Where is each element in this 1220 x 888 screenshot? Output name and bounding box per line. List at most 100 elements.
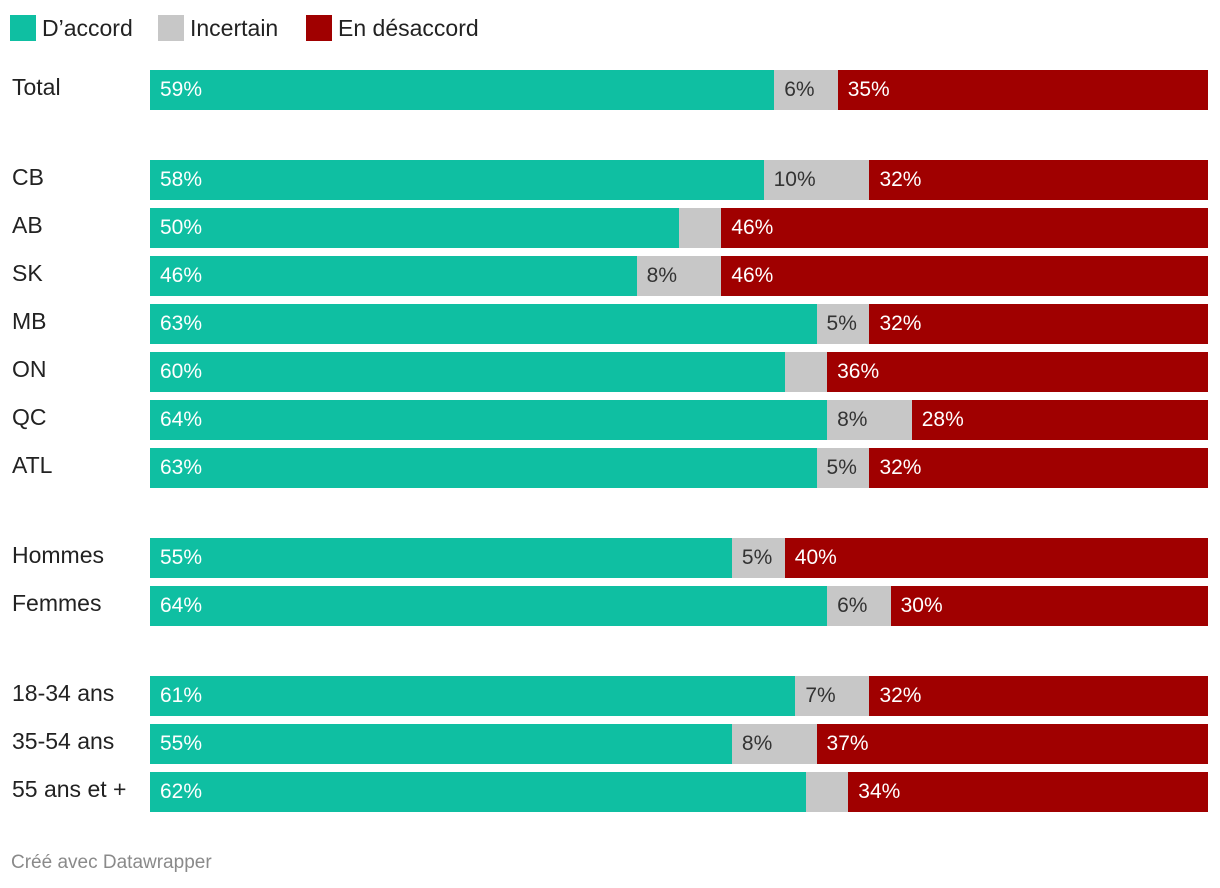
segment-label: 64% [160,594,203,617]
bar-segment [150,400,828,440]
row-label: 55 ans et + [12,776,127,802]
segment-label: 10% [773,168,816,191]
segment-label: 62% [160,780,203,803]
bar-segment [150,538,732,578]
legend-item: En désaccord [306,14,479,42]
footer-credit: Créé avec Datawrapper [11,852,212,873]
bar-segment [763,160,870,200]
segment-label: 36% [837,360,880,383]
bar-segment [827,400,912,440]
segment-label: 63% [160,456,203,479]
segment-label: 32% [879,456,922,479]
legend-item: Incertain [158,14,278,42]
bar-segment [679,208,722,248]
bar-row: 61% 7% 32% [150,676,1208,716]
bar-segment [150,352,785,392]
bar-segment [721,208,1208,248]
bar-segment [911,400,1208,440]
segment-label: 30% [900,594,943,617]
row-label: ATL [12,452,53,478]
bar-segment [150,724,732,764]
segment-label: 46% [160,264,203,287]
segment-label: 6% [837,594,868,617]
segment-label: 32% [879,312,922,335]
bar-segment [774,70,838,110]
segment-label: 5% [826,456,857,479]
legend-swatch [158,15,184,41]
segment-label: 55% [160,732,203,755]
segment-label: 5% [826,312,857,335]
bar-row: 64% 6% 30% [150,586,1208,626]
segment-label: 34% [858,780,901,803]
segment-label: 28% [921,408,964,431]
bar-segment [890,586,1208,626]
segment-label: 5% [741,546,773,569]
legend-item: D’accord [10,14,133,42]
bar-row: 58% 10% 32% [150,160,1208,200]
segment-label: 58% [160,168,203,191]
bar-segment [731,538,785,578]
segment-label: 32% [879,684,922,707]
legend-swatch [306,15,332,41]
bar-segment [869,160,1208,200]
bar-segment [869,304,1208,344]
row-label: Hommes [12,542,105,568]
segment-label: 64% [160,408,203,431]
row-label: Femmes [12,590,102,616]
bar-segment [721,256,1208,296]
row-label: SK [12,260,43,286]
segment-label: 63% [160,312,203,335]
bar-segment [731,724,817,764]
row-label: MB [12,308,47,334]
segment-label: 40% [794,546,837,569]
row-label: AB [12,212,43,238]
segment-label: 37% [826,732,869,755]
bar-segment [869,448,1208,488]
legend-label: Incertain [190,14,279,41]
bar-segment [150,586,828,626]
segment-label: 8% [741,732,773,755]
row-label: CB [12,164,44,190]
bar-segment [784,538,1208,578]
row-label: QC [12,404,47,430]
legend-label: En désaccord [338,14,479,41]
row-label: Total [12,74,61,100]
bar-row: 59% 6% 35% [150,70,1208,110]
legend-swatch [10,15,36,41]
bar-segment [784,352,828,392]
bar-segment [636,256,722,296]
bar-row: 55% 5% 40% [150,538,1208,578]
segment-label: 7% [805,684,836,707]
row-label: 35-54 ans [12,728,115,754]
segment-label: 55% [160,546,203,569]
bar-segment [150,70,775,110]
bar-segment [150,676,796,716]
bar-row: 50% 46% [150,208,1208,248]
bar-segment [816,448,870,488]
bar-row: 63% 5% 32% [150,448,1208,488]
bar-segment [848,772,1208,812]
bar-segment [827,586,891,626]
bar-row: 64% 8% 28% [150,400,1208,440]
bar-row: 60% 36% [150,352,1208,392]
bar-segment [837,70,1208,110]
bar-row: 62% 34% [150,772,1208,812]
row-label: 18-34 ans [12,680,115,706]
bar-segment [150,448,817,488]
segment-label: 8% [837,408,868,431]
legend-label: D’accord [42,14,133,41]
segment-label: 50% [160,216,203,239]
segment-label: 46% [731,264,774,287]
bar-segment [816,724,1208,764]
segment-label: 8% [646,264,678,287]
bar-segment [150,160,764,200]
bar-segment [795,676,870,716]
segment-label: 35% [847,78,890,101]
bar-segment [150,304,817,344]
segment-label: 60% [160,360,203,383]
segment-label: 61% [160,684,203,707]
row-label: ON [12,356,47,382]
bar-segment [827,352,1208,392]
bar-row: 63% 5% 32% [150,304,1208,344]
bar-segment [805,772,849,812]
